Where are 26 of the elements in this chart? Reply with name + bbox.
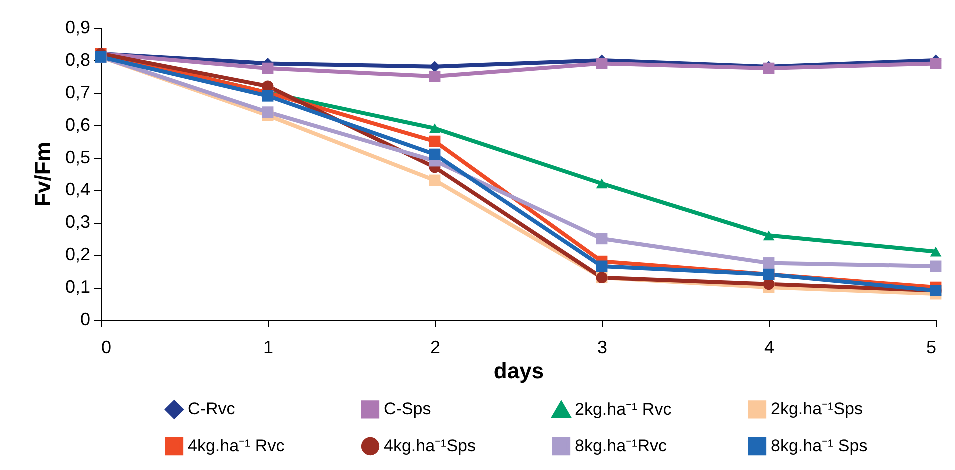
legend-label: 4kg.ha⁻¹Sps [384, 436, 476, 456]
x-tick-label: 3 [597, 338, 608, 358]
legend-label: 2kg.ha⁻¹ Rvc [575, 400, 672, 420]
x-tick-label: 5 [926, 338, 936, 358]
legend-label: 8kg.ha⁻¹Rvc [575, 436, 668, 456]
legend-label: 4kg.ha⁻¹ Rvc [188, 436, 286, 456]
legend-label: 8kg.ha⁻¹ Sps [771, 436, 868, 456]
y-tick-label: 0 [80, 310, 90, 330]
y-tick-label: 0,3 [65, 212, 90, 232]
x-axis-title: days [494, 358, 544, 384]
legend-label: C-Sps [384, 400, 432, 419]
y-tick-label: 0,4 [65, 180, 90, 200]
y-tick-label: 0,8 [65, 50, 90, 70]
x-tick-label: 2 [430, 338, 441, 358]
y-tick-label: 0,9 [65, 18, 90, 38]
y-tick-label: 0,7 [65, 82, 90, 102]
legend-label: C-Rvc [188, 400, 236, 419]
x-tick-label: 0 [102, 338, 112, 358]
y-tick-label: 0,1 [65, 277, 90, 298]
y-tick-label: 0,6 [65, 114, 90, 135]
y-tick-label: 0,5 [65, 147, 90, 168]
legend-label: 2kg.ha⁻¹Sps [771, 400, 863, 419]
y-axis-title: Fv/Fm [30, 142, 56, 207]
y-tick-label: 0,2 [65, 244, 90, 265]
x-tick-label: 1 [263, 338, 274, 358]
x-tick-label: 4 [764, 338, 775, 358]
